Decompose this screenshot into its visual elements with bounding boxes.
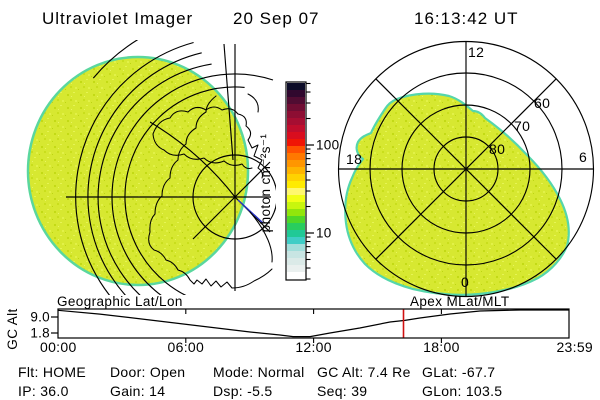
xtick-label-1800: 18:00 [423,339,460,355]
strip-ylabel: GC Alt [5,308,20,349]
mlat-label-70: 70 [514,118,530,134]
mlt-label-0: 0 [461,274,469,290]
status-seq: Seq: 39 [317,383,367,399]
coastline-australia-north [152,106,264,179]
track-indicator-line [237,199,264,224]
lat-arc-1 [124,86,245,295]
meridian-ray-n2 [223,43,234,161]
xtick-label-1200: 12:00 [295,339,332,355]
lat-arc-6 [92,40,139,79]
colorbar-frame [285,81,307,281]
coastline-antarctica [148,95,273,289]
lat-arc-3 [97,63,212,295]
mlat-label-60: 60 [534,95,550,111]
status-readout: Flt: HOME Door: Open Mode: Normal GC Alt… [18,364,502,399]
status-mode: Mode: Normal [213,364,305,380]
apex-polar-panel: 12 18 6 0 60 70 80 [337,40,595,298]
page-title: Ultraviolet Imager [42,9,193,28]
mlt-label-12: 12 [468,44,484,60]
colorbar-steps [287,83,305,280]
coastline-fragment-2 [249,211,273,263]
status-glon: GLon: 103.5 [422,383,502,399]
colorbar: 100 10 photon cm⁻²s⁻¹ [258,81,339,281]
meridian-ray-sw [192,196,236,240]
status-door: Door: Open [110,364,185,380]
auroral-oval-image [344,92,570,296]
lat-arc-5 [75,41,194,295]
colorbar-tick-label: 100 [316,138,339,153]
status-flt: Flt: HOME [18,364,86,380]
mlat-label-80: 80 [489,141,505,157]
mlt-diagonal-sw-ne [375,78,557,260]
uv-image-disk [26,55,250,287]
mlt-label-6: 6 [579,149,587,165]
status-ip: IP: 36.0 [18,383,69,399]
lat-arc-2 [111,73,274,295]
lat-arc-4 [87,52,202,295]
colorbar-unit-label: photon cm⁻²s⁻¹ [258,134,273,233]
ytick-label-9: 9.0 [30,310,50,325]
status-gc-alt: GC Alt: 7.4 Re [317,364,411,380]
mlt-label-18: 18 [346,151,362,167]
time-label: 16:13:42 UT [414,9,519,28]
geographic-graticule [66,40,276,295]
date-label: 20 Sep 07 [233,9,320,28]
xtick-label-2359: 23:59 [556,339,593,355]
meridian-ray-ne [234,161,271,198]
coastline-fragment-1 [247,93,259,113]
ytick-label-1-8: 1.8 [30,326,50,341]
altitude-curve [57,309,569,338]
right-panel-caption: Apex MLat/MLT [410,294,509,309]
status-dsp: Dsp: -5.5 [213,383,273,399]
meridian-ray-nw [149,121,236,198]
left-panel-caption: Geographic Lat/Lon [57,294,183,309]
status-gain: Gain: 14 [110,383,165,399]
colorbar-ticks: 100 10 [306,82,339,280]
coastline-australia-south [152,133,253,170]
gc-alt-strip-chart: GC Alt 9.0 1.8 00:00 06:00 12:00 18:00 2… [5,308,593,355]
colorbar-tick-label: 10 [316,226,332,241]
xtick-label-0000: 00:00 [40,339,77,355]
status-glat: GLat: -67.7 [422,364,495,380]
geographic-image-panel [26,40,276,295]
xtick-label-0600: 06:00 [168,339,205,355]
